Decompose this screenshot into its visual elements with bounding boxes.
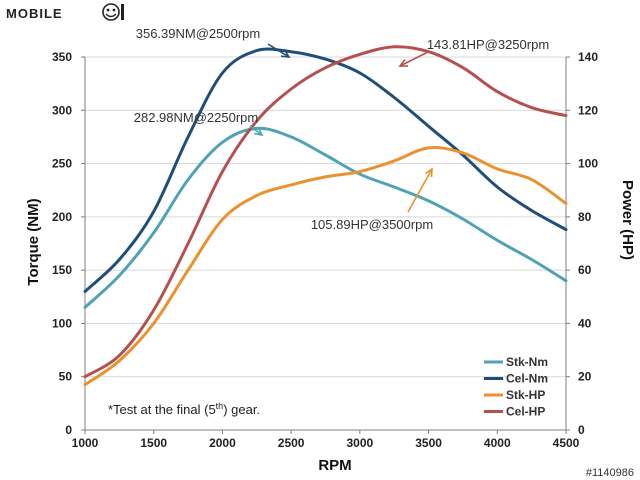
annotation-arrow-line (407, 168, 433, 213)
annotation-arrowhead-icon (253, 127, 264, 137)
y-right-tick-label: 20 (578, 370, 592, 384)
series-lines (83, 45, 568, 387)
test-note-prefix: *Test at the final (5 (108, 402, 216, 417)
logo-face-icon (102, 3, 124, 21)
y-left-tick-label: 300 (52, 103, 72, 117)
y-left-tick-label: 200 (52, 210, 72, 224)
x-tick-label: 1000 (72, 436, 99, 450)
test-note-sup: th (216, 401, 224, 411)
x-tick-labels: 1000 1500 2000 2500 3000 3500 4000 4500 (72, 436, 580, 450)
x-tick-label: 4000 (484, 436, 511, 450)
x-tick-label: 4500 (553, 436, 580, 450)
y-right-tick-label: 40 (578, 316, 592, 330)
y-left-tick-label: 250 (52, 157, 72, 171)
y-right-tick-label: 120 (578, 103, 598, 117)
legend-label: Stk-HP (506, 388, 545, 402)
y-left-tick-labels: 0 50 100 150 200 250 300 350 (52, 50, 72, 437)
y-right-tick-labels: 0 20 40 60 80 100 120 140 (578, 50, 598, 437)
y-left-tick-label: 0 (65, 423, 72, 437)
watermark: #1140986 (586, 467, 634, 479)
series-line-cel-nm (83, 47, 568, 293)
x-tick-label: 2500 (278, 436, 305, 450)
y-left-tick-label: 350 (52, 50, 72, 64)
x-tick-label: 2000 (209, 436, 236, 450)
y-right-axis-title: Power (HP) (619, 180, 636, 260)
annotation-arrowhead-icon (398, 59, 409, 67)
annotations: 356.39NM@2500rpm 143.81HP@3250rpm 282.98NM… (134, 26, 549, 232)
series-line-stk-nm (83, 126, 568, 309)
y-left-tick-label: 50 (59, 370, 73, 384)
logo: MOBILE (6, 3, 124, 21)
logo-text: MOBILE (6, 6, 63, 21)
y-right-tick-label: 140 (578, 50, 598, 64)
y-right-tick-label: 0 (578, 423, 585, 437)
test-note-suffix: ) gear. (223, 402, 260, 417)
annotation-arrowhead-icon (280, 49, 291, 58)
annotation-arrow-line (267, 43, 290, 58)
y-right-tick-label: 100 (578, 157, 598, 171)
legend-label: Stk-Nm (506, 355, 548, 369)
y-right-tick-label: 60 (578, 263, 592, 277)
test-note: *Test at the final (5th) gear. (108, 401, 260, 417)
series-line-stk-hp (83, 146, 568, 387)
x-axis-title: RPM (318, 457, 351, 474)
annotation-label: 356.39NM@2500rpm (136, 26, 260, 41)
series-line-cel-hp (83, 45, 568, 379)
annotation-label: 282.98NM@2250rpm (134, 110, 258, 125)
x-tick-label: 3000 (347, 436, 374, 450)
axes (81, 56, 570, 434)
annotation-label: 105.89HP@3500rpm (311, 217, 433, 232)
legend-label: Cel-Nm (506, 372, 548, 386)
x-tick-label: 1500 (140, 436, 167, 450)
annotation-arrow-line (249, 125, 263, 136)
annotation-label: 143.81HP@3250rpm (427, 37, 549, 52)
y-left-tick-label: 150 (52, 263, 72, 277)
y-left-axis-title: Torque (NM) (25, 198, 42, 285)
legend: Stk-Nm Cel-Nm Stk-HP Cel-HP (484, 355, 548, 419)
annotation-arrowhead-icon (424, 167, 433, 178)
y-right-tick-label: 80 (578, 210, 592, 224)
legend-label: Cel-HP (506, 405, 545, 419)
y-left-tick-label: 100 (52, 316, 72, 330)
x-tick-label: 3500 (415, 436, 442, 450)
annotation-arrow-line (399, 51, 429, 67)
